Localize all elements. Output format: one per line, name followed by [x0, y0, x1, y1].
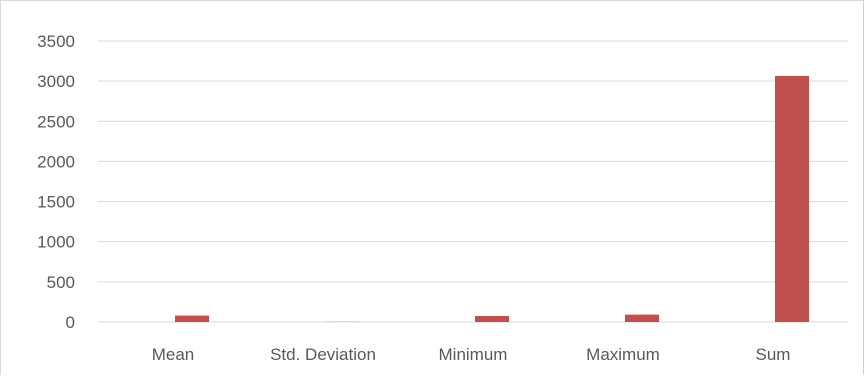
x-tick-label: Sum — [756, 345, 791, 364]
y-tick-label: 0 — [66, 313, 75, 332]
y-axis-tick-labels: 0 500 1000 1500 2000 2500 3000 3500 — [37, 32, 75, 332]
bars — [175, 75, 809, 322]
y-tick-label: 3000 — [37, 72, 75, 91]
x-tick-label: Mean — [152, 345, 195, 364]
x-tick-label: Std. Deviation — [270, 345, 376, 364]
x-tick-label: Minimum — [439, 345, 508, 364]
y-tick-label: 3500 — [37, 32, 75, 51]
bar-maximum — [625, 314, 659, 322]
x-axis-tick-labels: Mean Std. Deviation Minimum Maximum Sum — [152, 345, 791, 364]
y-tick-label: 2000 — [37, 152, 75, 171]
y-tick-label: 2500 — [37, 112, 75, 131]
bar-sum — [775, 75, 809, 322]
bar-mean — [175, 315, 209, 322]
x-tick-label: Maximum — [586, 345, 660, 364]
bar-minimum — [475, 315, 509, 322]
y-tick-label: 1500 — [37, 193, 75, 212]
gridlines — [98, 40, 848, 323]
y-tick-label: 1000 — [37, 233, 75, 252]
y-tick-label: 500 — [47, 273, 75, 292]
